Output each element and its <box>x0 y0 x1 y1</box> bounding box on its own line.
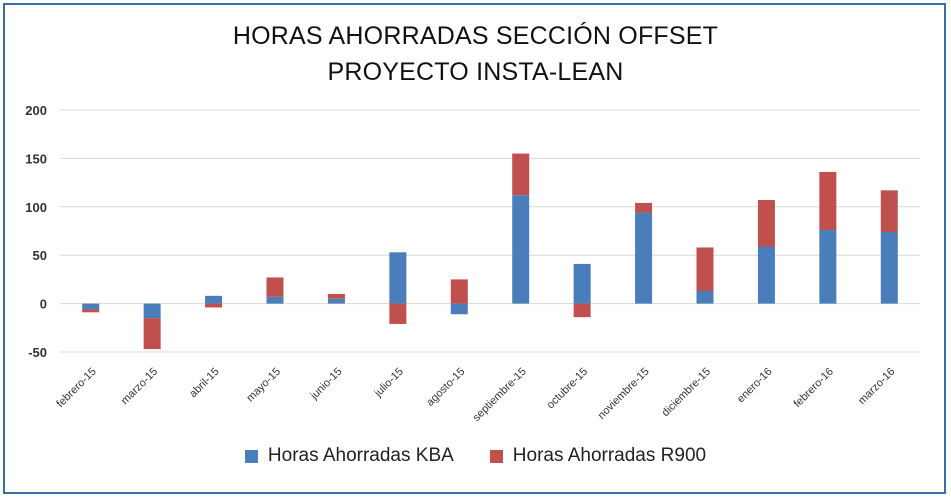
bar-r900 <box>389 303 407 324</box>
y-tick-label: 50 <box>33 248 47 263</box>
x-tick-label: marzo-16 <box>856 366 897 407</box>
x-tick-label: abril-15 <box>187 366 221 400</box>
y-tick-label: 100 <box>25 200 47 215</box>
x-tick-label: febrero-15 <box>54 366 98 410</box>
bar-r900 <box>205 303 223 308</box>
bar-r900 <box>266 277 284 297</box>
x-tick-label: septiembre-15 <box>471 366 529 424</box>
chart-subtitle: PROYECTO INSTA-LEAN <box>327 58 624 86</box>
bar-kba <box>573 263 591 304</box>
y-tick-label: 200 <box>25 103 47 118</box>
bar-kba <box>696 291 714 304</box>
x-tick-label: octubre-15 <box>545 366 591 412</box>
x-tick-label: julio-15 <box>372 366 406 400</box>
legend-item-kba: Horas Ahorradas KBA <box>244 445 454 467</box>
bar-kba <box>205 295 223 304</box>
x-tick-label: junio-15 <box>308 366 345 403</box>
legend-item-r900: Horas Ahorradas R900 <box>489 445 707 467</box>
bar-kba <box>819 230 837 304</box>
bar-kba <box>635 212 653 304</box>
bar-r900 <box>880 190 898 232</box>
chart-legend: Horas Ahorradas KBA Horas Ahorradas R900 <box>0 445 951 467</box>
x-tick-label: agosto-15 <box>424 366 467 409</box>
y-tick-label: -50 <box>28 345 47 360</box>
bar-kba <box>512 195 530 304</box>
y-tick-label: 0 <box>40 297 47 312</box>
legend-swatch-r900 <box>489 449 503 463</box>
bar-r900 <box>573 303 591 318</box>
bar-r900 <box>512 153 530 196</box>
legend-label-r900: Horas Ahorradas R900 <box>512 445 707 466</box>
x-tick-label: noviembre-15 <box>596 366 652 422</box>
bar-r900 <box>635 202 653 213</box>
bar-r900 <box>82 309 100 313</box>
legend-swatch-kba <box>244 449 258 463</box>
bar-r900 <box>757 200 775 247</box>
bar-kba <box>880 231 898 304</box>
bar-r900 <box>696 247 714 292</box>
bar-r900 <box>450 279 468 304</box>
y-tick-label: 150 <box>25 151 47 166</box>
x-tick-label: enero-16 <box>735 366 775 406</box>
bar-kba <box>82 303 100 310</box>
chart-title: HORAS AHORRADAS SECCIÓN OFFSET <box>232 22 719 50</box>
bar-kba <box>389 252 407 304</box>
bar-kba <box>757 246 775 304</box>
chart-frame <box>3 3 946 494</box>
bar-r900 <box>819 171 837 231</box>
bar-kba <box>450 303 468 315</box>
bar-kba <box>266 296 284 304</box>
x-tick-label: diciembre-15 <box>660 366 713 419</box>
bar-r900 <box>327 293 345 299</box>
bar-r900 <box>143 318 161 350</box>
legend-label-kba: Horas Ahorradas KBA <box>267 445 454 466</box>
x-tick-label: marzo-15 <box>119 366 160 407</box>
x-tick-label: mayo-15 <box>244 366 283 405</box>
bar-kba <box>327 298 345 304</box>
x-tick-label: febrero-16 <box>792 366 836 410</box>
bar-kba <box>143 303 161 319</box>
